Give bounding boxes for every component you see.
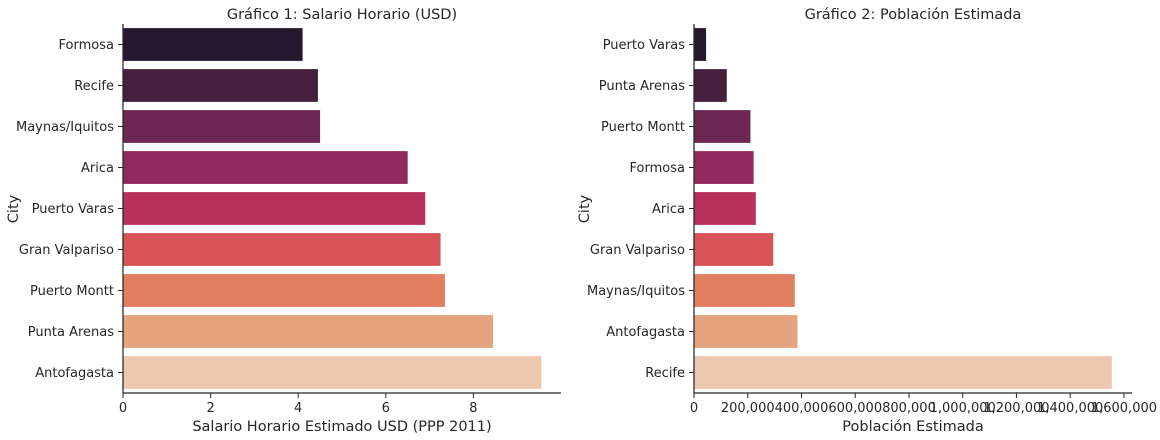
chart-1-bar-puerto-varas: [123, 192, 426, 225]
chart-1-ytick-label: Gran Valpariso: [19, 243, 114, 258]
chart-1-xlabel: Salario Horario Estimado USD (PPP 2011): [192, 419, 491, 435]
chart-1-xtick-label: 4: [294, 401, 302, 416]
chart-1-ytick-label: Arica: [81, 161, 114, 176]
chart-2-ytick-label: Maynas/Iquitos: [587, 284, 685, 299]
chart-2-ytick-label: Puerto Varas: [603, 38, 686, 53]
chart-2-ytick-label: Antofagasta: [606, 325, 685, 340]
chart-2-xtick-label: 0: [690, 401, 698, 416]
chart-2-ytick-label: Puerto Montt: [601, 120, 685, 135]
chart-1-bar-formosa: [123, 28, 303, 61]
chart-2-bar-arica: [694, 192, 756, 225]
chart-2-title: Gráfico 2: Población Estimada: [805, 7, 1022, 23]
chart-2-ytick-label: Arica: [652, 202, 685, 217]
chart-1-bar-antofagasta: [123, 356, 542, 389]
chart-2-bar-puerto-varas: [694, 28, 707, 61]
chart-1-title: Gráfico 1: Salario Horario (USD): [227, 7, 457, 23]
chart-2-xtick-label: 1,200,000: [983, 401, 1049, 416]
chart-2-ytick-label: Formosa: [630, 161, 685, 176]
chart-1-bar-recife: [123, 69, 318, 102]
chart-1-ytick-label: Punta Arenas: [28, 325, 114, 340]
chart-2-bar-maynas-iquitos: [694, 274, 795, 307]
chart-2-bar-recife: [694, 356, 1112, 389]
chart-1-ytick-label: Maynas/Iquitos: [16, 120, 114, 135]
chart-1-xtick-label: 8: [469, 401, 477, 416]
chart-1-bar-punta-arenas: [123, 315, 494, 348]
chart-2-xtick-label: 1,600,000: [1091, 401, 1157, 416]
chart-2-ytick-label: Gran Valpariso: [590, 243, 685, 258]
chart-2-bar-puerto-montt: [694, 110, 751, 143]
chart-2-poblacion: Gráfico 2: Población Estimada City Pobla…: [577, 7, 1157, 435]
chart-1-xtick-label: 6: [382, 401, 390, 416]
chart-1-ytick-label: Formosa: [59, 38, 114, 53]
chart-1-ylabel: City: [6, 194, 22, 223]
chart-2-ylabel: City: [577, 194, 593, 223]
chart-1-bar-maynas-iquitos: [123, 110, 321, 143]
chart-2-xtick-label: 800,000: [882, 401, 936, 416]
chart-1-bar-puerto-montt: [123, 274, 445, 307]
chart-1-ytick-label: Recife: [74, 79, 114, 94]
chart-1-ytick-label: Antofagasta: [35, 366, 114, 381]
chart-2-xtick-label: 200,000: [721, 401, 775, 416]
chart-1-salario: Gráfico 1: Salario Horario (USD) City Sa…: [6, 7, 561, 435]
chart-2-xtick-label: 1,400,000: [1037, 401, 1103, 416]
chart-2-bar-formosa: [694, 151, 754, 184]
chart-2-xtick-label: 1,000,000: [930, 401, 996, 416]
chart-2-xlabel: Población Estimada: [842, 419, 983, 435]
chart-2-ytick-label: Recife: [645, 366, 685, 381]
chart-2-bar-gran-valpariso: [694, 233, 774, 266]
chart-1-xtick-label: 2: [206, 401, 214, 416]
chart-2-bar-antofagasta: [694, 315, 798, 348]
chart-1-ytick-label: Puerto Montt: [30, 284, 114, 299]
chart-1-bar-gran-valpariso: [123, 233, 441, 266]
chart-2-xtick-label: 400,000: [775, 401, 829, 416]
chart-1-xtick-label: 0: [119, 401, 127, 416]
chart-2-bar-punta-arenas: [694, 69, 727, 102]
chart-2-xtick-label: 600,000: [828, 401, 882, 416]
chart-1-bar-arica: [123, 151, 408, 184]
chart-1-ytick-label: Puerto Varas: [32, 202, 115, 217]
chart-2-ytick-label: Punta Arenas: [599, 79, 685, 94]
